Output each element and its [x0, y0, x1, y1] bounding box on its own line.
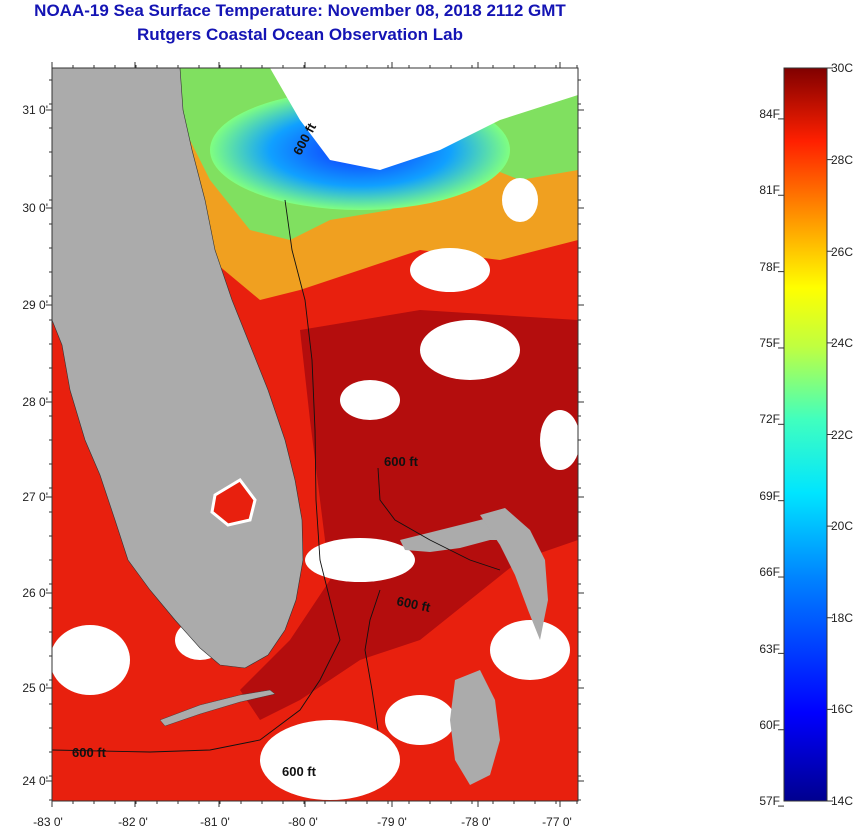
lat-tick-label: 30 0' — [22, 201, 48, 215]
cloud-patch — [420, 320, 520, 380]
colorbar-fahrenheit-label: 81F — [759, 183, 780, 197]
colorbar-fahrenheit-label: 78F — [759, 260, 780, 274]
colorbar-fahrenheit-label: 72F — [759, 412, 780, 426]
lake-okeechobee — [210, 478, 257, 527]
colorbar-celsius-label: 18C — [831, 611, 853, 625]
colorbar-celsius-label: 16C — [831, 702, 853, 716]
latitude-axis: 31 0' 30 0' 29 0' 28 0' 27 0' 26 0' 25 0… — [22, 103, 48, 788]
cloud-patch — [490, 620, 570, 680]
isobath-600ft-channel — [364, 589, 381, 731]
lat-tick-label: 29 0' — [22, 298, 48, 312]
colorbar-fahrenheit-label: 63F — [759, 642, 780, 656]
lat-tick-label: 26 0' — [22, 586, 48, 600]
map-axes — [46, 62, 584, 807]
cloud-patch — [502, 178, 538, 222]
colorbar-celsius-label: 26C — [831, 245, 853, 259]
bahamas-bank-south — [450, 670, 500, 785]
cloud-mask-north — [270, 68, 578, 170]
isobath-label: 600 ft — [384, 454, 419, 469]
colorbar-fahrenheit-label: 84F — [759, 107, 780, 121]
cloud-patch — [410, 248, 490, 292]
colorbar-fahrenheit-label: 75F — [759, 336, 780, 350]
colorbar-celsius-label: 24C — [831, 336, 853, 350]
lon-tick-label: -79 0' — [377, 815, 407, 829]
isobath-label: 600 ft — [282, 764, 317, 779]
cloud-patch — [260, 720, 400, 800]
lat-tick-label: 25 0' — [22, 681, 48, 695]
lat-tick-label: 24 0' — [22, 774, 48, 788]
andros-island — [480, 508, 548, 640]
colorbar-fahrenheit-label: 69F — [759, 489, 780, 503]
colorbar-celsius-label: 28C — [831, 153, 853, 167]
cloud-patch — [540, 410, 578, 470]
lat-tick-label: 28 0' — [22, 395, 48, 409]
cloud-patch — [385, 695, 455, 745]
colorbar-ticks — [778, 67, 833, 807]
colorbar-celsius-label: 14C — [831, 794, 853, 808]
isobath-600ft-bahamas — [377, 467, 501, 571]
isobath-label: 600 ft — [72, 745, 107, 760]
colorbar-fahrenheit-label: 57F — [759, 794, 780, 808]
map-title: NOAA-19 Sea Surface Temperature: Novembe… — [34, 1, 566, 20]
cloud-patch — [340, 380, 400, 420]
lon-tick-label: -82 0' — [118, 815, 148, 829]
colorbar-celsius-label: 22C — [831, 428, 853, 442]
colorbar-celsius-labels: 30C 28C 26C 24C 22C 20C 18C 16C 14C — [831, 61, 853, 808]
gulf-stream-core — [240, 310, 578, 720]
lon-tick-label: -77 0' — [542, 815, 572, 829]
lat-tick-label: 27 0' — [22, 490, 48, 504]
isobath-label: 600 ft — [395, 593, 432, 615]
colorbar-fahrenheit-label: 66F — [759, 565, 780, 579]
colorbar-celsius-label: 20C — [831, 519, 853, 533]
colorbar-fahrenheit-labels: 84F 81F 78F 75F 72F 69F 66F 63F 60F 57F — [759, 107, 780, 808]
cloud-patch — [52, 625, 130, 695]
lat-tick-label: 31 0' — [22, 103, 48, 117]
isobath-600ft-florida — [52, 199, 341, 753]
lon-tick-label: -83 0' — [33, 815, 63, 829]
cloud-patch — [305, 538, 415, 582]
lon-tick-label: -80 0' — [288, 815, 318, 829]
lon-tick-label: -78 0' — [461, 815, 491, 829]
temperature-colorbar — [783, 67, 828, 802]
map-frame — [51, 67, 579, 802]
colorbar-fahrenheit-label: 60F — [759, 718, 780, 732]
colorbar-celsius-label: 30C — [831, 61, 853, 75]
lon-tick-label: -81 0' — [200, 815, 230, 829]
florida-keys — [159, 689, 276, 727]
map-subtitle: Rutgers Coastal Ocean Observation Lab — [137, 25, 463, 44]
longitude-axis: -83 0' -82 0' -81 0' -80 0' -79 0' -78 0… — [33, 815, 572, 829]
